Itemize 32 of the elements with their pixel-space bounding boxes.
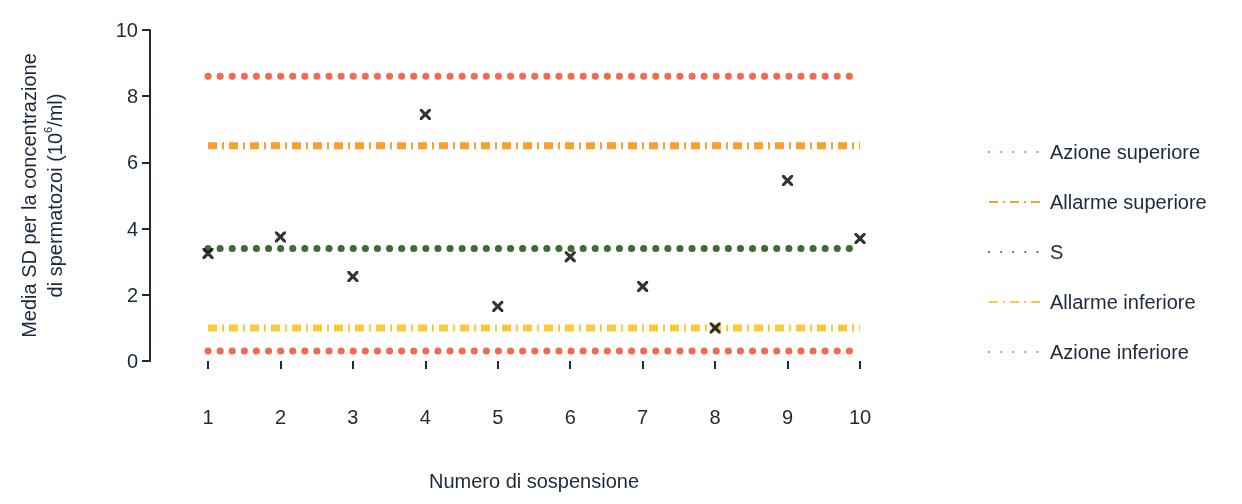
x-tick-label: 5: [492, 406, 504, 428]
y-tick-label: 10: [115, 19, 138, 41]
y-tick-label: 4: [126, 217, 138, 240]
x-tick-label: 10: [848, 406, 872, 428]
y-tick-label: 8: [126, 85, 138, 108]
point: [782, 175, 794, 187]
legend-label: Allarme inferiore: [1050, 291, 1196, 313]
point: [564, 251, 576, 263]
point: [274, 231, 286, 243]
y-tick-label: 2: [126, 283, 138, 306]
x-tick-label: 4: [419, 406, 431, 428]
point: [419, 108, 431, 120]
legend-label: Allarme superiore: [1050, 191, 1207, 213]
x-tick-label: 3: [347, 406, 359, 428]
legend-label: Azione inferiore: [1050, 341, 1189, 363]
legend-label: Azione superiore: [1050, 141, 1201, 163]
point: [709, 322, 721, 334]
x-tick-label: 1: [202, 406, 214, 428]
x-tick-label: 6: [564, 406, 576, 428]
y-tick-label: 6: [126, 151, 138, 174]
point: [202, 247, 214, 259]
point: [347, 271, 359, 283]
x-axis-title: Numero di sospensione: [428, 470, 640, 492]
x-tick-label: 2: [274, 406, 287, 428]
x-tick-label: 8: [709, 406, 721, 428]
point: [637, 281, 649, 293]
x-tick-label: 9: [781, 406, 794, 428]
x-tick-label: 7: [637, 406, 649, 428]
legend-label: S: [1050, 241, 1064, 263]
y-tick-label: 0: [126, 350, 138, 372]
point: [492, 300, 504, 312]
point: [854, 233, 866, 245]
